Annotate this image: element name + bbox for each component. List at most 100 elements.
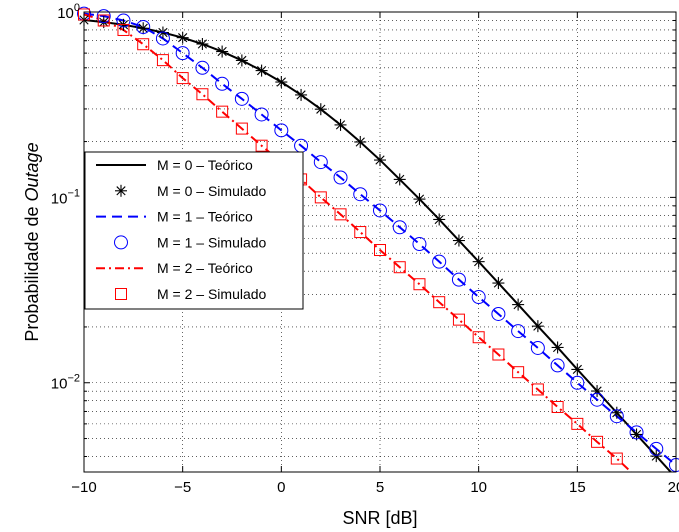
data-point-series-1 — [334, 118, 347, 131]
data-point-series-1 — [354, 135, 367, 148]
data-point-series-3 — [195, 60, 210, 75]
legend-entry-label: M = 2 – Simulado — [157, 286, 267, 302]
data-point-series-5 — [314, 191, 327, 204]
data-point-series-3 — [254, 107, 269, 122]
data-point-series-5 — [413, 278, 426, 291]
data-point-series-5 — [196, 88, 209, 101]
data-point-series-3 — [234, 91, 249, 106]
x-tick-label: −10 — [71, 479, 96, 496]
data-point-series-5 — [117, 23, 130, 36]
data-point-series-3 — [136, 20, 151, 35]
data-point-series-3 — [570, 375, 585, 390]
data-point-series-5 — [176, 72, 189, 85]
data-point-series-1 — [137, 22, 150, 35]
data-point-series-1 — [551, 341, 564, 354]
data-point-series-1 — [492, 277, 505, 290]
legend-entry-label: M = 0 – Simulado — [157, 183, 267, 199]
data-point-series-3 — [530, 340, 545, 355]
data-point-series-1 — [433, 213, 446, 226]
data-point-series-3 — [175, 46, 190, 61]
data-point-series-5 — [492, 348, 505, 361]
x-tick-label: 10 — [470, 479, 487, 496]
data-point-series-3 — [353, 187, 368, 202]
axis-ticks: −10 −5 0 5 10 15 20 100 10−1 10−2 — [51, 2, 679, 496]
data-point-series-3 — [215, 76, 230, 91]
data-point-series-1 — [374, 154, 386, 167]
legend: M = 0 – Teórico M = 0 – Simulado M = 1 – T… — [84, 151, 304, 310]
data-point-series-3 — [451, 272, 466, 287]
data-point-series-3 — [432, 254, 447, 269]
data-point-series-3 — [392, 220, 407, 235]
data-point-series-1 — [531, 320, 544, 333]
data-point-series-1 — [393, 173, 406, 186]
data-point-series-5 — [374, 244, 386, 257]
x-axis-label: SNR [dB] — [342, 508, 417, 528]
data-point-series-5 — [472, 331, 485, 344]
data-point-series-3 — [274, 123, 289, 138]
data-point-series-3 — [333, 170, 348, 185]
data-point-series-3 — [590, 392, 605, 407]
data-point-series-5 — [137, 38, 150, 51]
data-point-series-5 — [433, 296, 446, 309]
data-point-series-5 — [235, 122, 248, 135]
legend-marker-sample — [115, 288, 127, 300]
data-point-series-3 — [471, 290, 486, 305]
data-point-series-1 — [571, 363, 584, 376]
data-point-series-1 — [452, 234, 465, 247]
y-axis-label-prefix: Probabilidade de — [22, 201, 42, 341]
data-point-series-5 — [512, 366, 525, 379]
data-point-series-1 — [275, 76, 288, 89]
y-axis-label: Probabilidade de Outage — [22, 142, 42, 341]
grid-lines — [84, 12, 676, 472]
data-point-series-5 — [354, 226, 367, 239]
data-point-series-5 — [334, 208, 347, 221]
data-point-series-3 — [96, 9, 111, 24]
data-point-series-3 — [649, 441, 664, 456]
legend-entry-label: M = 1 – Teórico — [157, 209, 253, 225]
data-point-series-3 — [412, 237, 427, 252]
data-point-series-5 — [591, 435, 604, 448]
data-point-series-5 — [156, 54, 169, 67]
legend-entry-label: M = 0 – Teórico — [157, 157, 253, 173]
data-point-series-1 — [413, 193, 426, 206]
data-point-series-5 — [531, 383, 544, 396]
data-point-series-1 — [610, 406, 623, 419]
data-point-series-3 — [609, 409, 624, 424]
y-tick-label: 100 — [57, 2, 80, 22]
data-point-series-3 — [629, 425, 644, 440]
data-point-series-5 — [610, 452, 623, 465]
x-tick-label: 5 — [376, 479, 384, 496]
data-point-series-1 — [196, 38, 209, 51]
y-tick-label: 10−2 — [51, 373, 80, 393]
data-point-series-1 — [650, 450, 663, 463]
data-point-series-5 — [551, 400, 564, 413]
data-point-series-1 — [512, 298, 525, 311]
data-point-series-5 — [216, 105, 229, 118]
data-point-series-5 — [393, 261, 406, 274]
x-tick-label: 15 — [569, 479, 586, 496]
legend-entry-label: M = 1 – Simulado — [157, 234, 267, 250]
x-tick-label: −5 — [174, 479, 191, 496]
legend-marker-sample — [114, 235, 128, 250]
y-tick-label: 10−1 — [51, 187, 80, 207]
data-point-series-1 — [176, 31, 189, 44]
data-point-series-3 — [550, 358, 565, 373]
y-axis-label-emphasis: Outage — [22, 142, 42, 201]
series-line-2 — [84, 12, 676, 466]
data-point-series-1 — [216, 45, 229, 58]
data-point-series-1 — [314, 103, 327, 116]
legend-entry-label: M = 2 – Teórico — [157, 260, 253, 276]
data-point-series-5 — [97, 14, 110, 27]
data-point-series-1 — [255, 64, 268, 77]
legend-box — [84, 151, 304, 310]
data-point-series-3 — [313, 155, 328, 170]
data-point-series-1 — [295, 88, 308, 101]
data-point-series-5 — [571, 417, 584, 430]
legend-marker-sample — [115, 184, 127, 197]
data-point-series-5 — [452, 313, 465, 326]
series-markers — [77, 6, 679, 472]
data-point-series-3 — [491, 306, 506, 321]
data-point-series-5 — [255, 139, 268, 152]
data-point-series-3 — [116, 13, 131, 28]
